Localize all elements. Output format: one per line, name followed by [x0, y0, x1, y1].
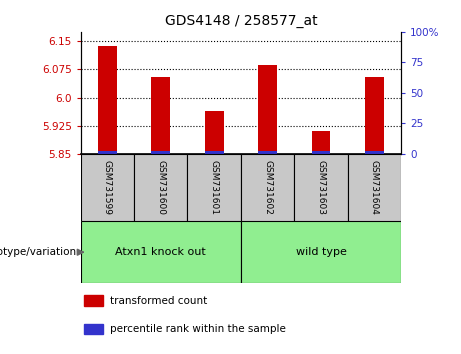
Bar — [365, 151, 384, 154]
Text: wild type: wild type — [296, 247, 346, 257]
Bar — [312, 131, 331, 154]
Text: GSM731601: GSM731601 — [210, 160, 219, 215]
Text: GSM731599: GSM731599 — [103, 160, 112, 215]
Text: percentile rank within the sample: percentile rank within the sample — [110, 324, 285, 334]
Bar — [84, 324, 103, 334]
Text: GSM731603: GSM731603 — [316, 160, 325, 215]
FancyBboxPatch shape — [241, 154, 294, 221]
Bar — [98, 151, 117, 154]
Bar — [84, 295, 103, 306]
Bar — [365, 77, 384, 154]
Bar — [151, 77, 170, 154]
Bar — [258, 64, 277, 154]
Title: GDS4148 / 258577_at: GDS4148 / 258577_at — [165, 14, 317, 28]
FancyBboxPatch shape — [81, 154, 134, 221]
FancyBboxPatch shape — [81, 221, 241, 283]
FancyBboxPatch shape — [348, 154, 401, 221]
Text: transformed count: transformed count — [110, 296, 207, 306]
FancyBboxPatch shape — [134, 154, 188, 221]
Bar — [258, 151, 277, 154]
Bar — [312, 151, 331, 154]
Text: GSM731604: GSM731604 — [370, 160, 379, 215]
Bar — [98, 46, 117, 154]
Text: genotype/variation: genotype/variation — [0, 247, 76, 257]
Bar — [151, 151, 170, 154]
Text: GSM731600: GSM731600 — [156, 160, 165, 215]
Text: Atxn1 knock out: Atxn1 knock out — [115, 247, 206, 257]
FancyBboxPatch shape — [241, 221, 401, 283]
FancyBboxPatch shape — [188, 154, 241, 221]
Bar — [205, 151, 224, 154]
FancyBboxPatch shape — [294, 154, 348, 221]
Bar — [205, 111, 224, 154]
Text: GSM731602: GSM731602 — [263, 160, 272, 215]
